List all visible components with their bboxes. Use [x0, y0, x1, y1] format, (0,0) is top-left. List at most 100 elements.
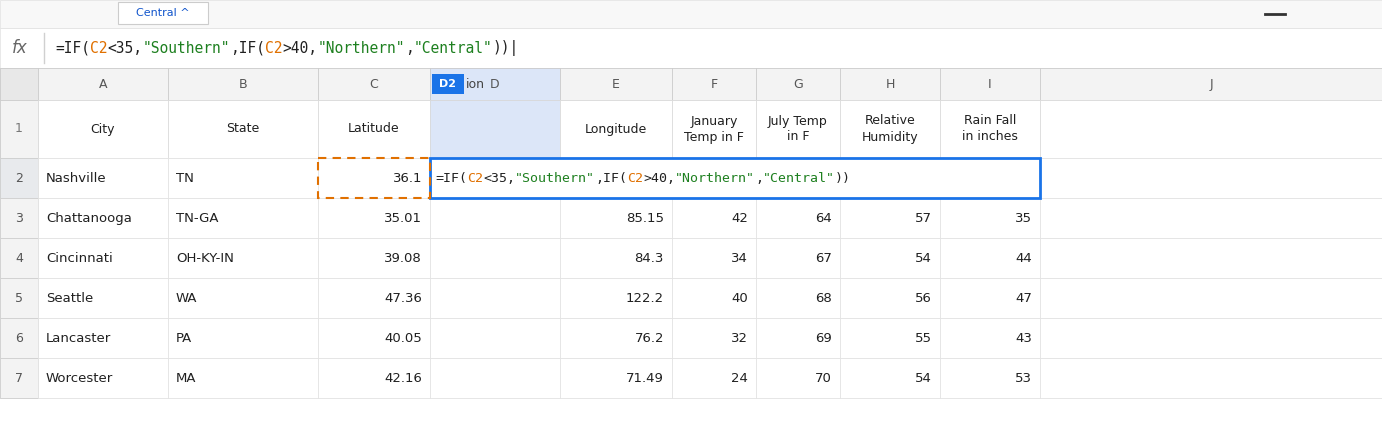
Text: <35,: <35, — [108, 41, 142, 56]
Bar — [756, 358, 840, 398]
Bar — [430, 278, 560, 318]
Bar — [560, 100, 672, 158]
Bar — [169, 238, 318, 278]
Text: C2: C2 — [627, 172, 643, 184]
Bar — [430, 158, 1041, 198]
Text: 1: 1 — [15, 122, 23, 136]
Text: PA: PA — [176, 332, 192, 345]
Text: 71.49: 71.49 — [626, 372, 663, 384]
Text: 4: 4 — [15, 252, 23, 265]
Text: 53: 53 — [1014, 372, 1032, 384]
Bar — [430, 198, 560, 238]
Bar — [0, 318, 1382, 358]
Text: ,: , — [405, 41, 413, 56]
Bar — [0, 198, 37, 238]
Bar — [940, 358, 1041, 398]
Bar — [169, 358, 318, 398]
Text: "Central": "Central" — [763, 172, 835, 184]
Text: "Northern": "Northern" — [674, 172, 755, 184]
Text: 69: 69 — [815, 332, 832, 345]
Bar — [0, 100, 37, 158]
Bar — [318, 358, 430, 398]
Bar — [840, 198, 940, 238]
Bar — [0, 238, 37, 278]
Text: 42: 42 — [731, 211, 748, 225]
Text: Central ^: Central ^ — [137, 8, 189, 18]
Text: D2: D2 — [439, 79, 456, 89]
Bar — [37, 358, 169, 398]
Bar — [756, 158, 840, 198]
Bar — [433, 74, 464, 94]
Bar — [840, 358, 940, 398]
Text: =IF(: =IF( — [435, 172, 467, 184]
Text: 32: 32 — [731, 332, 748, 345]
Text: C2: C2 — [90, 41, 108, 56]
Text: 3: 3 — [15, 211, 23, 225]
Bar — [1041, 278, 1382, 318]
Text: 2: 2 — [15, 172, 23, 184]
Bar — [840, 318, 940, 358]
Bar — [940, 198, 1041, 238]
Text: >40,: >40, — [643, 172, 674, 184]
Bar — [560, 198, 672, 238]
Bar — [672, 238, 756, 278]
Text: <35,: <35, — [482, 172, 515, 184]
Text: C2: C2 — [467, 172, 482, 184]
Text: 24: 24 — [731, 372, 748, 384]
Text: 85.15: 85.15 — [626, 211, 663, 225]
Bar — [318, 318, 430, 358]
Bar — [430, 238, 560, 278]
Text: July Temp
in F: July Temp in F — [768, 115, 828, 143]
Bar — [0, 158, 1382, 198]
Bar — [0, 358, 37, 398]
Bar — [672, 158, 756, 198]
Bar — [756, 278, 840, 318]
Bar — [0, 278, 37, 318]
Bar — [1041, 198, 1382, 238]
Bar — [318, 278, 430, 318]
Bar — [37, 238, 169, 278]
Bar — [318, 198, 430, 238]
Text: A: A — [98, 77, 108, 90]
Text: TN: TN — [176, 172, 193, 184]
Text: ))|: ))| — [492, 40, 518, 56]
Text: City: City — [91, 122, 115, 136]
Text: 43: 43 — [1016, 332, 1032, 345]
Text: =IF(: =IF( — [55, 41, 90, 56]
Text: ,IF(: ,IF( — [229, 41, 265, 56]
Bar — [560, 278, 672, 318]
Bar — [756, 198, 840, 238]
Text: G: G — [793, 77, 803, 90]
Text: 64: 64 — [815, 211, 832, 225]
Bar — [560, 238, 672, 278]
Text: 55: 55 — [915, 332, 931, 345]
Text: January
Temp in F: January Temp in F — [684, 115, 744, 143]
Text: Chattanooga: Chattanooga — [46, 211, 131, 225]
Bar — [560, 358, 672, 398]
Bar — [169, 278, 318, 318]
Bar — [560, 318, 672, 358]
Bar — [37, 318, 169, 358]
Bar — [169, 318, 318, 358]
Text: Worcester: Worcester — [46, 372, 113, 384]
Text: 36.1: 36.1 — [392, 172, 422, 184]
Text: 47.36: 47.36 — [384, 291, 422, 304]
Bar — [0, 158, 37, 198]
Text: Seattle: Seattle — [46, 291, 93, 304]
Bar — [940, 278, 1041, 318]
Bar — [0, 68, 1382, 100]
Text: 54: 54 — [915, 372, 931, 384]
Text: )): )) — [835, 172, 851, 184]
Text: H: H — [886, 77, 894, 90]
Text: C2: C2 — [265, 41, 282, 56]
Text: J: J — [1209, 77, 1213, 90]
Bar — [0, 0, 1382, 28]
Text: State: State — [227, 122, 260, 136]
Bar — [0, 28, 1382, 68]
Bar — [1041, 68, 1382, 100]
Text: Lancaster: Lancaster — [46, 332, 111, 345]
Bar — [560, 158, 672, 198]
Text: 35.01: 35.01 — [384, 211, 422, 225]
Bar — [318, 68, 430, 100]
Bar — [1041, 100, 1382, 158]
